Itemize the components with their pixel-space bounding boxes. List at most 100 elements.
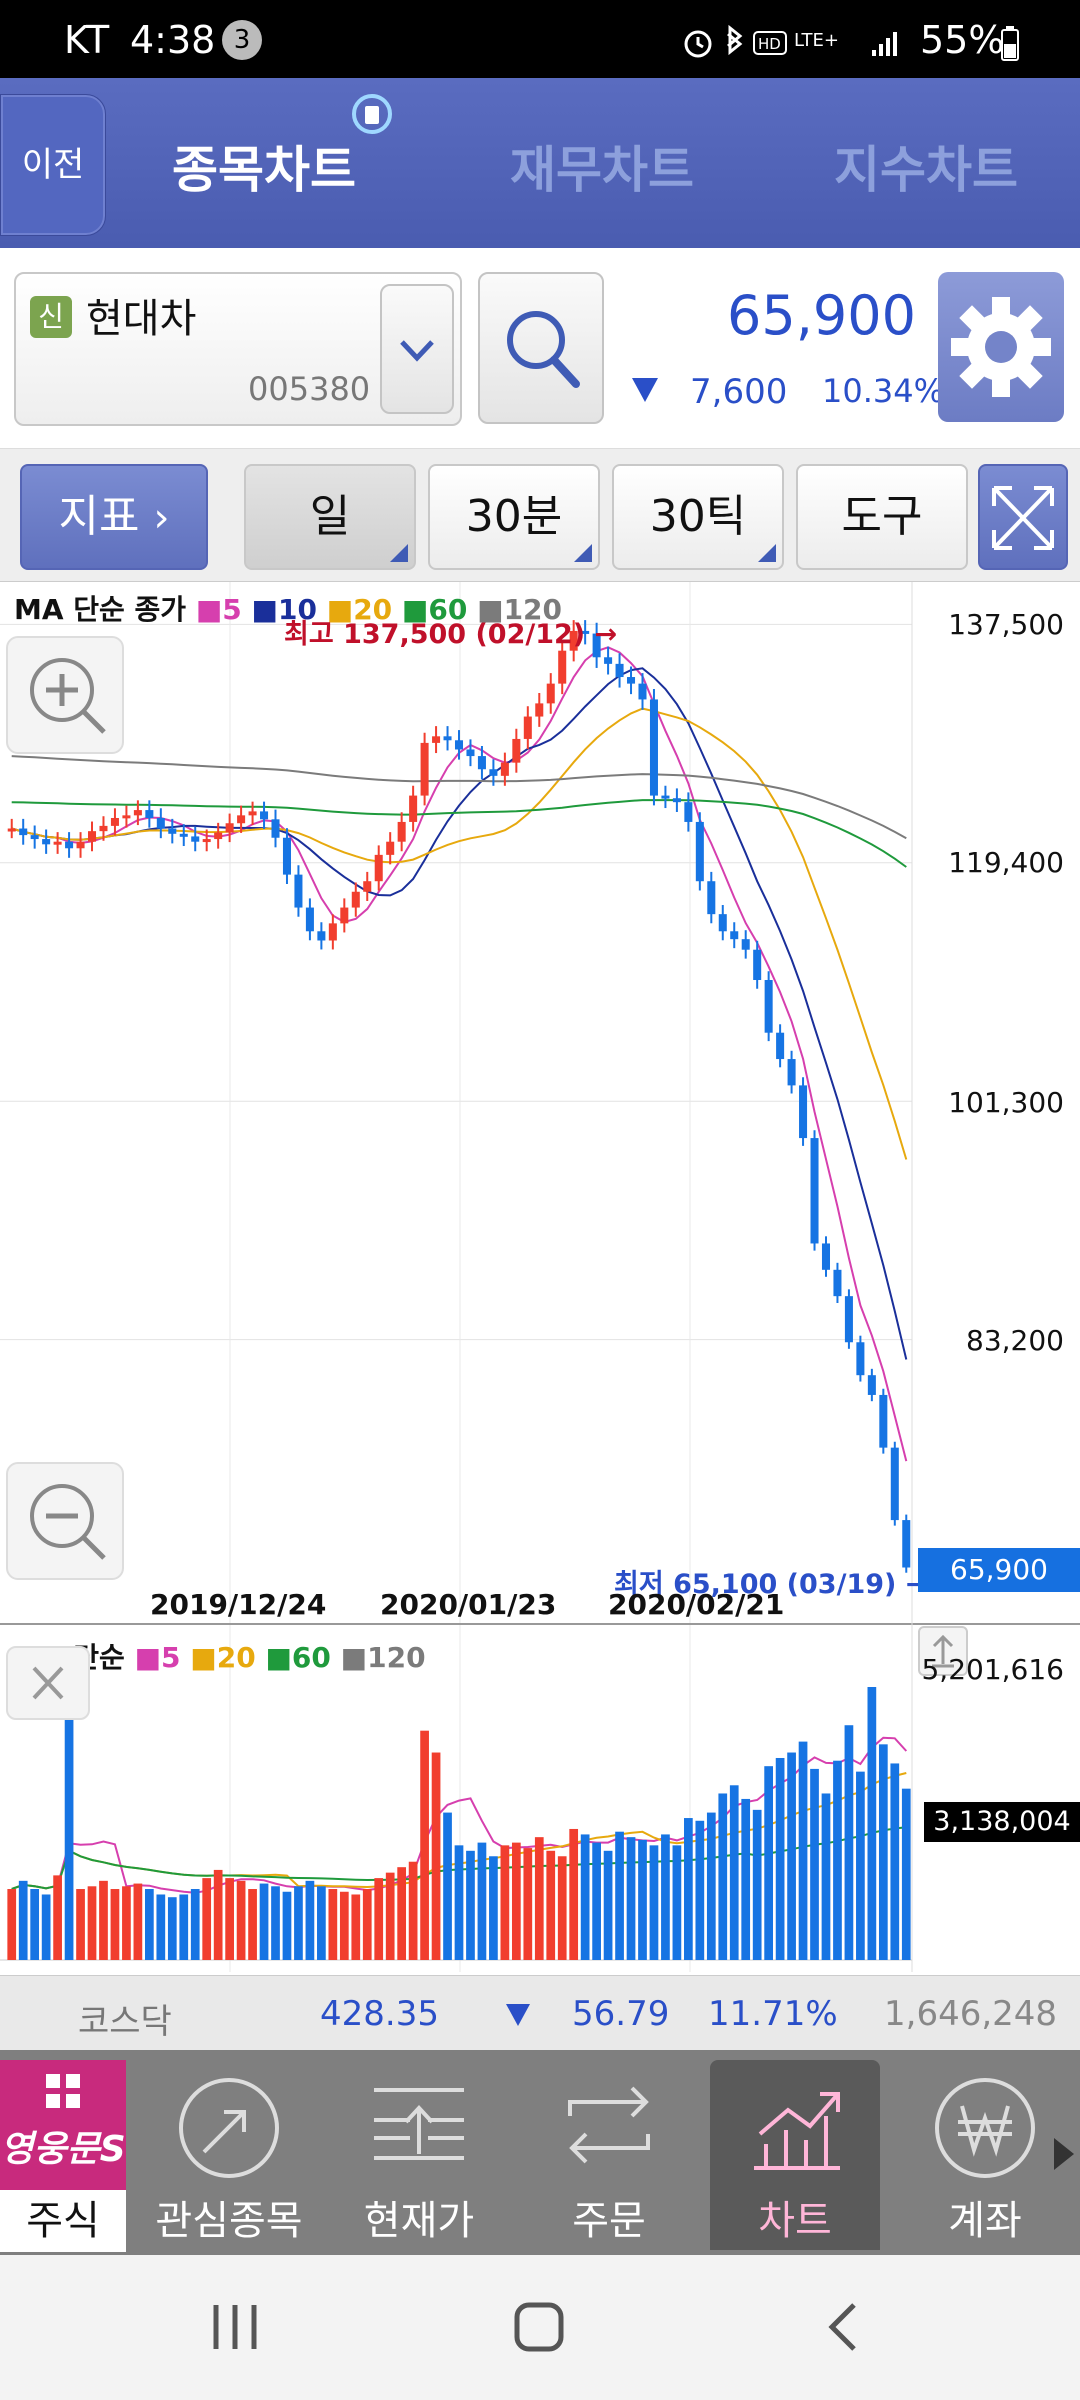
stock-dropdown-button[interactable] [380, 284, 454, 414]
tab-financial-chart[interactable]: 재무차트 [510, 141, 694, 199]
tab-index-chart[interactable]: 지수차트 [834, 141, 1018, 199]
candle [867, 1375, 876, 1395]
volume-bar [294, 1886, 303, 1960]
candle [489, 769, 498, 776]
vma20-legend: ■20 [190, 1641, 256, 1674]
candle [764, 980, 773, 1033]
volume-bar [764, 1766, 774, 1960]
system-navigation-bar [0, 2255, 1080, 2400]
recent-apps-icon[interactable] [200, 2297, 270, 2357]
down-triangle-icon [506, 2004, 530, 2026]
svg-text:HD: HD [758, 35, 781, 53]
volume-bar [615, 1831, 624, 1960]
period-30tick-button[interactable]: 30틱 [612, 464, 784, 570]
nav-item-account[interactable]: 계좌 [900, 2060, 1070, 2250]
clock: 4:38 [130, 18, 216, 62]
index-ticker-bar[interactable]: 코스닥 428.35 56.79 11.71% 1,646,248 [0, 1975, 1080, 2050]
volume-bar [144, 1889, 154, 1960]
candle [248, 811, 257, 816]
candle [99, 825, 108, 832]
fullscreen-button[interactable] [978, 464, 1068, 570]
nav-item-watchlist[interactable]: 관심종목 [144, 2060, 314, 2250]
down-triangle-icon [632, 378, 658, 402]
order-swap-icon [568, 2086, 650, 2164]
volume-expand-button[interactable] [918, 1626, 968, 1676]
zoom-in-button[interactable] [6, 636, 124, 754]
candle [30, 835, 39, 840]
chevron-right-icon: › [153, 495, 170, 541]
volume-bar [706, 1812, 716, 1960]
battery-level: 55% [920, 18, 1005, 62]
price-legend-title: MA 단순 종가 [14, 593, 187, 626]
ma20-legend: ■20 [326, 593, 393, 626]
candle [558, 650, 567, 684]
volume-bar [695, 1820, 705, 1960]
volume-bar [397, 1867, 407, 1960]
settings-button[interactable] [938, 272, 1064, 422]
price-chart[interactable] [0, 582, 1080, 1972]
volume-bar [339, 1891, 349, 1960]
lte-icon: LTE+ [794, 30, 839, 51]
search-icon [507, 311, 580, 388]
volume-bar [741, 1798, 751, 1960]
volume-bar [408, 1861, 418, 1960]
home-icon[interactable] [505, 2297, 575, 2357]
scroll-right-arrow-icon[interactable] [1050, 2134, 1078, 2174]
period-30min-button[interactable]: 30분 [428, 464, 600, 570]
indicator-label: 지표 [58, 491, 140, 542]
current-price-lines-icon [374, 2088, 464, 2160]
nav-item-order[interactable]: 주문 [524, 2060, 694, 2250]
ma5-legend: ■5 [195, 593, 242, 626]
volume-bar [236, 1880, 246, 1960]
nav-item-chart[interactable]: 차트 [710, 2060, 880, 2250]
won-currency-icon [935, 2078, 1035, 2178]
candle [684, 802, 693, 822]
indicator-button[interactable]: 지표 › [20, 464, 208, 570]
candle [638, 683, 647, 700]
index-volume: 1,646,248 [884, 1994, 1058, 2034]
price-change-percent: 10.34% [822, 372, 945, 410]
status-icons: HD LTE+ [684, 24, 897, 58]
candle [340, 907, 349, 924]
volume-bar [890, 1763, 900, 1960]
moving-average-lines [11, 646, 908, 1462]
svg-text:LTE+: LTE+ [794, 30, 839, 51]
sync-icon[interactable] [350, 92, 394, 136]
candle [741, 939, 750, 950]
new-stock-badge: 신 [30, 296, 72, 338]
back-button[interactable]: 이전 [0, 94, 106, 236]
volume-bar [64, 1676, 74, 1960]
volume-bar [362, 1889, 372, 1960]
candle [363, 881, 372, 892]
nav-item-stocks[interactable]: 영웅문S 주식 [0, 2060, 126, 2252]
candle [53, 841, 62, 845]
candle [7, 828, 16, 832]
candlestick-series [7, 620, 911, 1573]
candle [110, 817, 119, 826]
candle [156, 817, 165, 829]
volume-bar [569, 1828, 579, 1960]
close-icon [32, 1666, 64, 1700]
search-button[interactable] [478, 272, 604, 424]
period-daily-button[interactable]: 일 [244, 464, 416, 570]
zoom-out-button[interactable] [6, 1462, 124, 1580]
candle [305, 907, 314, 932]
back-icon[interactable] [810, 2297, 880, 2357]
candle [202, 839, 211, 843]
price-change: 7,600 [690, 372, 788, 412]
candle [672, 798, 681, 803]
signal-icon [872, 32, 897, 56]
candle [753, 949, 762, 981]
brand-logo: 영웅문S [0, 2060, 126, 2190]
candle [432, 736, 441, 743]
tab-stock-chart[interactable]: 종목차트 [172, 141, 356, 199]
tools-button[interactable]: 도구 [796, 464, 968, 570]
volume-bar [202, 1878, 212, 1960]
candle [592, 633, 601, 658]
nav-item-current-price[interactable]: 현재가 [334, 2060, 504, 2250]
candle [546, 683, 555, 704]
close-volume-button[interactable] [6, 1646, 90, 1720]
volume-bar [190, 1889, 200, 1960]
stock-name: 현대차 [86, 296, 197, 342]
volume-bar [420, 1730, 429, 1960]
